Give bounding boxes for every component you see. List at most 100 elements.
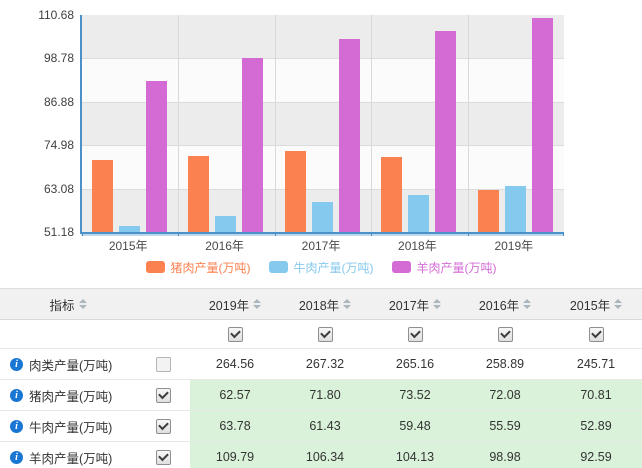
legend-label: 猪肉产量(万吨) (170, 260, 251, 275)
bar-pork[interactable] (188, 155, 210, 232)
bar-beef[interactable] (408, 194, 430, 232)
row-checkbox[interactable] (155, 356, 171, 372)
year-header-label: 2017年 (388, 298, 430, 313)
info-icon[interactable]: i (10, 388, 23, 402)
row-checkbox-cell (136, 410, 190, 442)
row-checkbox[interactable] (155, 387, 171, 403)
bar-chart: 110.68 98.78 86.88 74.98 63.08 51.18 2015年 201… (38, 8, 564, 253)
x-category-label: 2019年 (494, 239, 534, 253)
value-cell: 106.34 (280, 441, 370, 468)
column-checkbox-cell (370, 319, 460, 349)
column-checkbox-2019年[interactable] (227, 326, 243, 342)
h-gridline (82, 58, 564, 60)
table-row: i 猪肉产量(万吨) 62.57 71.80 73.52 72.08 70.81 (0, 379, 642, 411)
h-gridline (82, 145, 564, 147)
legend-item-mutton[interactable]: 羊肉产量(万吨) (391, 259, 497, 276)
value-cell: 52.89 (550, 410, 642, 442)
value-cell: 62.57 (190, 379, 280, 411)
value-cell: 264.56 (190, 348, 280, 380)
value-cell: 71.80 (280, 379, 370, 411)
value-cell: 98.98 (460, 441, 550, 468)
indicator-cell: i 牛肉产量(万吨) (0, 410, 136, 442)
legend-item-pork[interactable]: 猪肉产量(万吨) (145, 259, 251, 276)
sort-icon[interactable] (614, 298, 623, 309)
bar-pork[interactable] (284, 150, 306, 232)
year-header-2015年[interactable]: 2015年 (550, 288, 642, 320)
value-cell: 258.89 (460, 348, 550, 380)
x-axis-tick (563, 232, 564, 236)
row-checkbox-cell (136, 379, 190, 411)
x-axis-tick (178, 232, 180, 236)
value-cell: 72.08 (460, 379, 550, 411)
indicator-header-label: 指标 (49, 298, 75, 313)
column-checkbox-cell (280, 319, 370, 349)
year-header-label: 2015年 (569, 298, 611, 313)
indicator-header[interactable]: 指标 (0, 288, 136, 320)
sort-icon[interactable] (523, 298, 532, 309)
v-gridline (178, 15, 180, 232)
table-row: i 羊肉产量(万吨) 109.79 106.34 104.13 98.98 92.59 (0, 441, 642, 468)
h-gridline (82, 101, 564, 103)
year-header-label: 2018年 (298, 298, 340, 313)
bar-mutton[interactable] (242, 57, 264, 232)
column-checkbox-2018年[interactable] (317, 326, 333, 342)
indicator-label: 牛肉产量(万吨) (29, 420, 113, 435)
year-header-2019年[interactable]: 2019年 (190, 288, 280, 320)
bar-beef[interactable] (119, 225, 140, 232)
table-row: i 牛肉产量(万吨) 63.78 61.43 59.48 55.59 52.89 (0, 410, 642, 442)
column-checkbox-2017年[interactable] (407, 326, 423, 342)
row-checkbox[interactable] (155, 418, 171, 434)
empty-cell (136, 319, 190, 349)
indicator-cell: i 羊肉产量(万吨) (0, 441, 136, 468)
column-checkbox-cell (190, 319, 280, 349)
bar-mutton[interactable] (435, 30, 457, 232)
x-category-label: 2015年 (108, 239, 148, 253)
indicator-cell: i 肉类产量(万吨) (0, 348, 136, 380)
table-header-row: 指标 2019年 2018年 2017年 2016年 2015年 (0, 288, 642, 320)
value-cell: 109.79 (190, 441, 280, 468)
x-category-label: 2017年 (301, 239, 341, 253)
row-checkbox[interactable] (155, 449, 171, 465)
v-gridline (371, 15, 373, 232)
sort-icon[interactable] (253, 298, 262, 309)
bar-mutton[interactable] (531, 18, 553, 232)
info-icon[interactable]: i (10, 419, 23, 433)
bar-beef[interactable] (504, 186, 526, 232)
row-checkbox-cell (136, 441, 190, 468)
bar-pork[interactable] (477, 190, 499, 232)
sort-icon[interactable] (433, 298, 442, 309)
info-icon[interactable]: i (10, 450, 23, 464)
bar-mutton[interactable] (146, 80, 167, 232)
table-row: i 肉类产量(万吨) 264.56 267.32 265.16 258.89 245.71 (0, 348, 642, 380)
y-tick-label: 63.08 (43, 181, 74, 196)
year-header-2018年[interactable]: 2018年 (280, 288, 370, 320)
value-cell: 265.16 (370, 348, 460, 380)
bar-beef[interactable] (311, 201, 333, 232)
empty-cell (0, 319, 136, 349)
value-cell: 61.43 (280, 410, 370, 442)
bar-pork[interactable] (92, 160, 113, 232)
column-checkbox-2015年[interactable] (588, 326, 604, 342)
column-checkbox-2016年[interactable] (497, 326, 513, 342)
sort-icon[interactable] (78, 298, 87, 309)
bar-beef[interactable] (215, 215, 237, 232)
year-header-2017年[interactable]: 2017年 (370, 288, 460, 320)
year-header-2016年[interactable]: 2016年 (460, 288, 550, 320)
value-cell: 73.52 (370, 379, 460, 411)
data-table: 指标 2019年 2018年 2017年 2016年 2015年 i 肉类产量(万吨) 26… (0, 288, 642, 468)
column-checkbox-cell (460, 319, 550, 349)
x-axis-tick (467, 232, 469, 236)
legend-item-beef[interactable]: 牛肉产量(万吨) (268, 259, 374, 276)
x-category-label: 2016年 (205, 239, 244, 253)
sort-icon[interactable] (343, 298, 352, 309)
legend-swatch (268, 261, 288, 273)
v-gridline (467, 15, 469, 232)
x-axis-tick (274, 232, 276, 236)
year-header-label: 2016年 (478, 298, 520, 313)
info-icon[interactable]: i (10, 357, 23, 371)
y-tick-label: 98.78 (43, 51, 74, 66)
column-checkbox-row (0, 319, 642, 349)
bar-pork[interactable] (381, 156, 403, 232)
bar-mutton[interactable] (338, 38, 360, 232)
